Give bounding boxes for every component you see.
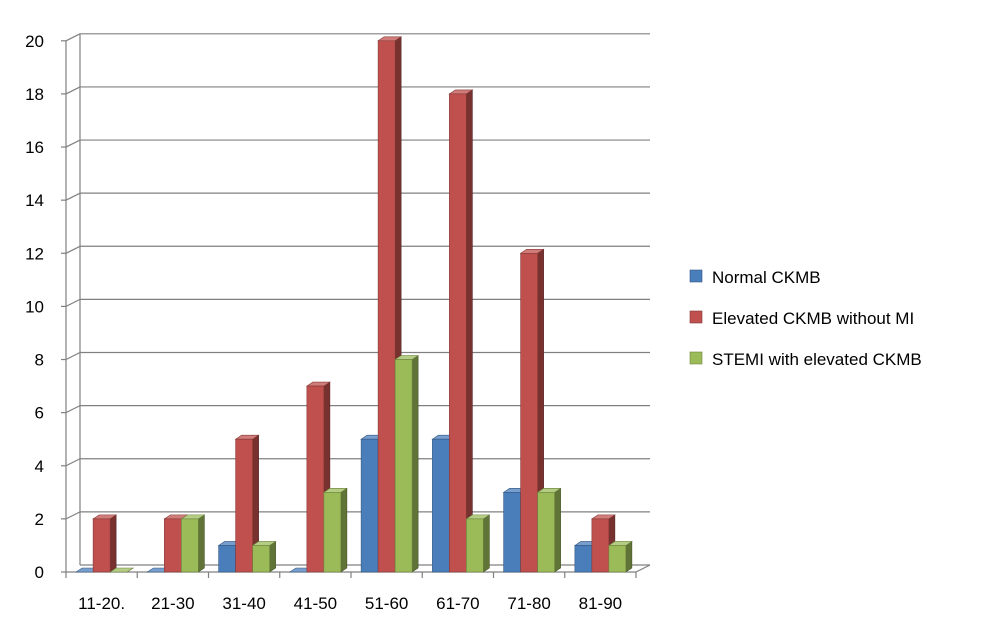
bar-front [92, 518, 111, 573]
bar-front [360, 438, 379, 573]
bar-front [306, 385, 325, 573]
bar-side [411, 354, 419, 573]
y-tick-label: 20 [25, 32, 44, 51]
y-tick-label: 2 [35, 510, 44, 529]
bars [75, 36, 633, 573]
bar-side [269, 540, 276, 573]
bar-top [109, 567, 135, 573]
bar [234, 434, 260, 573]
bar [251, 540, 277, 573]
legend-item: Normal CKMB [689, 268, 821, 287]
y-tick-label: 16 [25, 138, 44, 157]
bar-front [181, 518, 199, 573]
gridline-diagonal [65, 511, 81, 520]
bar [109, 567, 135, 573]
x-axis-ticks: 11-20. 21-30 31-40 41-50 51-60 61-70 71-80 81-9… [65, 572, 637, 613]
legend-item: Elevated CKMB without MI [689, 309, 914, 328]
bar-front [537, 492, 555, 573]
bar [322, 487, 348, 573]
y-tick-label: 14 [25, 191, 44, 210]
bar-front [503, 492, 521, 573]
y-tick-label: 0 [35, 563, 44, 582]
bar-side [554, 487, 561, 573]
y-tick-label: 4 [35, 457, 44, 476]
bar [465, 514, 491, 573]
x-tick-label: 71-80 [507, 594, 550, 613]
bar [180, 514, 206, 573]
bar-front [377, 40, 396, 573]
chart-walls [65, 33, 651, 573]
legend-item: STEMI with elevated CKMB [689, 350, 922, 369]
bar [92, 514, 118, 573]
bar-front [466, 518, 484, 573]
legend-label: Elevated CKMB without MI [712, 309, 914, 328]
bar-side [625, 540, 633, 573]
bar-front [449, 93, 467, 573]
x-tick-label: 61-70 [436, 594, 479, 613]
bar-front [574, 545, 593, 573]
bar [536, 487, 562, 573]
legend-swatch [689, 269, 703, 283]
gridline-diagonal [65, 405, 81, 414]
legend-label: Normal CKMB [712, 268, 821, 287]
gridlines [65, 33, 650, 520]
bar [394, 354, 420, 573]
y-tick-label: 8 [35, 351, 44, 370]
legend-swatch [689, 310, 703, 324]
bar [607, 540, 633, 573]
bar-front [235, 438, 253, 573]
y-tick-label: 10 [25, 297, 44, 316]
gridline-diagonal [65, 86, 81, 95]
x-tick-label: 11-20. [78, 594, 125, 613]
y-tick-label: 6 [35, 404, 44, 423]
bar-side [340, 487, 348, 573]
legend-label: STEMI with elevated CKMB [712, 350, 922, 369]
gridline-diagonal [65, 351, 81, 361]
x-tick-label: 51-60 [365, 594, 408, 613]
bar-front [432, 438, 450, 573]
x-tick-label: 31-40 [222, 594, 265, 613]
bar-front [218, 545, 236, 573]
bar-side [109, 514, 117, 573]
gridline-diagonal [65, 33, 81, 42]
bar-front [252, 545, 270, 573]
bar-front [520, 252, 538, 573]
bar-side [483, 514, 490, 573]
x-tick-label: 81-90 [579, 594, 622, 613]
x-tick-label: 41-50 [294, 594, 337, 613]
legend: Normal CKMB Elevated CKMB without MI STEMI… [689, 268, 922, 369]
floor-right-edge [635, 564, 651, 573]
y-tick-label: 18 [25, 85, 44, 104]
bar-front [591, 518, 610, 573]
gridline-diagonal [65, 458, 81, 467]
x-tick-label: 21-30 [151, 594, 194, 613]
gridline-diagonal [65, 192, 81, 201]
bar-front [394, 359, 413, 573]
gridline-diagonal [65, 139, 81, 148]
bar [448, 89, 474, 573]
gridline-diagonal [65, 298, 81, 307]
bar-side [198, 514, 205, 573]
y-tick-label: 12 [25, 244, 44, 263]
bar-front [164, 518, 182, 573]
y-axis-ticks: 0 2 4 6 8 10 12 14 16 18 20 [25, 32, 66, 582]
bar [519, 248, 545, 573]
legend-swatch [689, 351, 703, 365]
bar-front [608, 545, 627, 573]
bar-side [466, 89, 473, 573]
bar-front [323, 492, 342, 573]
gridline-diagonal [65, 245, 81, 254]
